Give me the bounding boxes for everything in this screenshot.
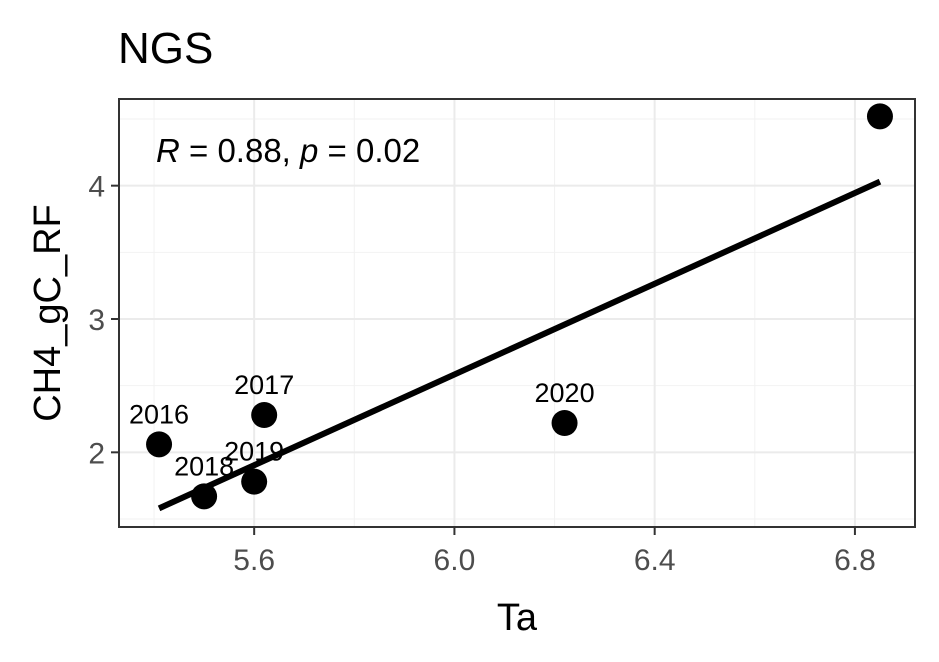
- y-tick-label: 3: [88, 304, 105, 337]
- r-value: = 0.88,: [180, 132, 300, 169]
- y-axis-title: CH4_gC_RF: [27, 204, 69, 422]
- x-tick-label: 6.4: [634, 544, 676, 577]
- data-point: [146, 431, 173, 458]
- x-axis-title: Ta: [497, 597, 538, 639]
- p-symbol: p: [299, 132, 318, 169]
- x-tick-label: 6.8: [834, 544, 876, 577]
- axes: 5.6 6.0 6.4 6.8 2 3 4: [88, 171, 875, 577]
- plot-panel-border: [118, 98, 916, 528]
- data-points: [146, 103, 893, 510]
- point-label: 2016: [129, 399, 189, 429]
- point-label: 2018: [174, 451, 234, 481]
- regression-line: [157, 178, 882, 512]
- data-point: [551, 410, 578, 436]
- point-label: 2019: [224, 437, 284, 467]
- chart-title: NGS: [118, 24, 213, 73]
- x-tick-label: 5.6: [233, 544, 275, 577]
- y-tick-label: 4: [88, 171, 105, 204]
- point-label: 2017: [234, 370, 294, 400]
- point-label: 2020: [535, 378, 595, 408]
- p-value: = 0.02: [318, 132, 420, 169]
- data-point: [866, 103, 893, 130]
- data-point: [251, 402, 278, 428]
- x-tick-label: 6.0: [434, 544, 476, 577]
- y-tick-label: 2: [88, 437, 105, 470]
- grid: [119, 99, 915, 527]
- data-point: [191, 483, 218, 510]
- r-symbol: R: [156, 132, 180, 169]
- correlation-annotation: R = 0.88, p = 0.02: [156, 132, 420, 169]
- data-point: [241, 468, 268, 495]
